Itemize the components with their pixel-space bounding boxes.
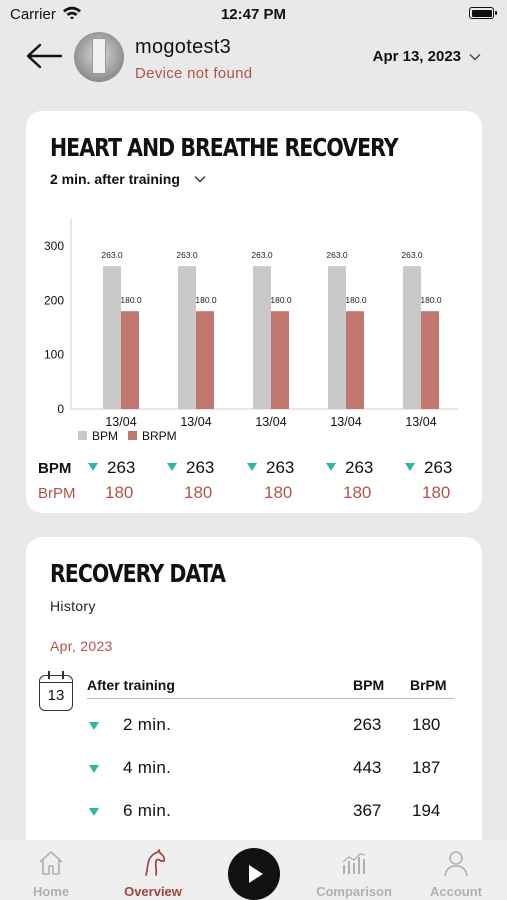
- col-bpm: BPM: [353, 677, 385, 693]
- data-label: 263.0: [101, 250, 123, 260]
- tab-home[interactable]: Home: [6, 840, 96, 900]
- table-row[interactable]: 2 min. 263 180: [87, 715, 454, 739]
- table-row[interactable]: 4 min. 443 187: [87, 758, 454, 782]
- brpm-cell: 180: [422, 483, 451, 502]
- recovery-data-card: RECOVERY DATA History Apr, 2023 13 After…: [26, 537, 482, 857]
- bar-brpm: [196, 311, 214, 409]
- battery-icon: [469, 7, 497, 19]
- brpm-cell: 180: [264, 483, 293, 502]
- card-title: RECOVERY DATA: [50, 559, 226, 588]
- period-label: 2 min. after training: [50, 171, 180, 187]
- data-label: 180.0: [120, 295, 142, 305]
- x-tick-label: 13/04: [330, 415, 361, 429]
- y-tick-label: 100: [44, 348, 64, 362]
- clock: 12:47 PM: [220, 6, 287, 23]
- x-tick-label: 13/04: [255, 415, 286, 429]
- date-picker[interactable]: Apr 13, 2023: [373, 48, 481, 65]
- card-title: HEART AND BREATHE RECOVERY: [50, 133, 399, 162]
- data-label: 263.0: [326, 250, 348, 260]
- down-triangle-icon: [247, 462, 257, 471]
- carrier-label: Carrier: [10, 6, 56, 23]
- bpm-cell: 263: [167, 458, 237, 478]
- bar-bpm: [178, 266, 196, 409]
- down-triangle-icon: [167, 462, 177, 471]
- device-status: Device not found: [135, 65, 253, 82]
- bar-bpm: [103, 266, 121, 409]
- y-tick-label: 200: [44, 293, 64, 307]
- col-brpm: BrPM: [410, 677, 447, 693]
- data-label: 263.0: [251, 250, 273, 260]
- down-triangle-icon: [88, 462, 98, 471]
- user-name: mogotest3: [135, 36, 232, 58]
- horse-icon: [145, 849, 166, 876]
- down-triangle-icon: [405, 462, 415, 471]
- avatar[interactable]: [74, 32, 124, 82]
- bpm-cell: 263: [405, 458, 475, 478]
- table-row[interactable]: 6 min. 367 194: [87, 801, 454, 825]
- back-arrow-icon[interactable]: [25, 42, 63, 70]
- chevron-down-icon: [469, 53, 481, 60]
- wifi-icon: [63, 6, 81, 20]
- bpm-row: BPM 263 263 263 263 263: [38, 458, 470, 482]
- brpm-cell: 180: [184, 483, 213, 502]
- data-label: 263.0: [401, 250, 423, 260]
- header: mogotest3 Device not found Apr 13, 2023: [0, 30, 507, 90]
- bar-bpm: [253, 266, 271, 409]
- tab-account[interactable]: Account: [411, 840, 501, 900]
- legend-swatch-brpm: [128, 431, 137, 440]
- bar-brpm: [271, 311, 289, 409]
- recovery-bar-chart: 0 100 200 300 263.0 180.0 13/04 263.0 180.0 13/04…: [44, 219, 458, 443]
- bpm-row-label: BPM: [38, 460, 72, 477]
- y-tick-label: 0: [57, 402, 64, 416]
- bar-chart-icon: [342, 853, 366, 874]
- bpm-cell: 263: [247, 458, 317, 478]
- period-dropdown[interactable]: 2 min. after training: [50, 171, 206, 187]
- chevron-down-icon: [194, 176, 206, 183]
- calendar-icon: 13: [39, 671, 73, 711]
- bar-bpm: [328, 266, 346, 409]
- bpm-cell: 263: [88, 458, 158, 478]
- month-label: Apr, 2023: [50, 638, 113, 654]
- calendar-day: 13: [47, 687, 65, 704]
- table-header: After training BPM BrPM: [87, 677, 454, 699]
- data-label: 263.0: [176, 250, 198, 260]
- x-tick-label: 13/04: [105, 415, 136, 429]
- tab-overview[interactable]: Overview: [108, 840, 198, 900]
- brpm-row: BrPM 180 180 180 180 180: [38, 483, 470, 507]
- legend-swatch-bpm: [78, 431, 87, 440]
- tab-comparison[interactable]: Comparison: [309, 840, 399, 900]
- x-tick-label: 13/04: [405, 415, 436, 429]
- play-button[interactable]: [228, 848, 280, 900]
- bar-brpm: [121, 311, 139, 409]
- recovery-chart-card: HEART AND BREATHE RECOVERY 2 min. after …: [26, 111, 482, 513]
- bpm-cell: 263: [326, 458, 396, 478]
- down-triangle-icon: [89, 722, 99, 730]
- brpm-row-label: BrPM: [38, 485, 76, 502]
- y-tick-label: 300: [44, 239, 64, 253]
- person-icon: [444, 851, 468, 877]
- data-label: 180.0: [270, 295, 292, 305]
- col-after-training: After training: [87, 677, 175, 693]
- history-label: History: [50, 598, 96, 614]
- down-triangle-icon: [326, 462, 336, 471]
- status-bar: Carrier 12:47 PM: [0, 0, 507, 30]
- legend-label: BPM: [92, 429, 118, 443]
- data-label: 180.0: [420, 295, 442, 305]
- date-label: Apr 13, 2023: [372, 48, 461, 65]
- brpm-cell: 180: [105, 483, 134, 502]
- bar-bpm: [403, 266, 421, 409]
- down-triangle-icon: [89, 808, 99, 816]
- x-tick-label: 13/04: [180, 415, 211, 429]
- legend-label: BRPM: [142, 429, 177, 443]
- down-triangle-icon: [89, 765, 99, 773]
- brpm-cell: 180: [343, 483, 372, 502]
- data-label: 180.0: [195, 295, 217, 305]
- tab-bar: Home Overview Comparison Account: [0, 840, 507, 900]
- bar-brpm: [421, 311, 439, 409]
- bar-brpm: [346, 311, 364, 409]
- home-icon: [39, 851, 63, 875]
- data-label: 180.0: [345, 295, 367, 305]
